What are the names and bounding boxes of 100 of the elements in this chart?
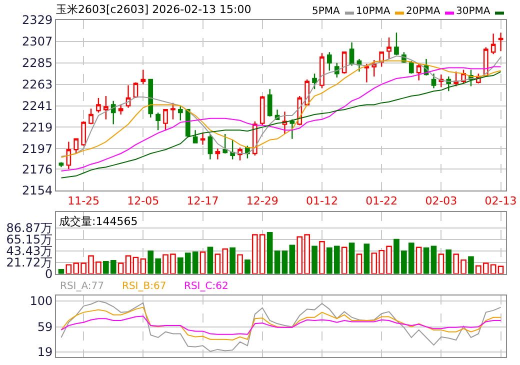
line-series [60, 300, 502, 352]
y-tick-label: 2307 [22, 34, 53, 49]
candlestick [431, 72, 436, 89]
candlestick [334, 62, 340, 78]
candlestick [320, 52, 324, 89]
candlestick [349, 42, 354, 66]
bar [341, 246, 348, 274]
bar [207, 246, 214, 274]
bar [274, 250, 280, 274]
bar [140, 258, 146, 274]
y-tick-label: 2176 [22, 162, 53, 176]
y-tick-label: 65.15万 [6, 232, 53, 247]
x-tick-label: 12-05 [127, 194, 160, 208]
candlestick [58, 162, 64, 168]
bar [200, 252, 206, 274]
y-tick-label: 43.43万 [6, 244, 53, 258]
candlestick [408, 60, 414, 74]
bar [230, 247, 236, 274]
x-tick-label: 12-17 [186, 194, 219, 208]
candlestick [230, 139, 235, 160]
candlestick [364, 63, 370, 83]
candlestick [156, 112, 160, 131]
y-tick-label: 19 [37, 345, 53, 360]
y-tick-label: 2329 [22, 13, 53, 28]
candlestick [126, 84, 131, 108]
bar [282, 250, 288, 274]
bar [319, 241, 325, 274]
bar [498, 266, 504, 274]
candlestick [282, 110, 288, 135]
y-tick-label: 2263 [22, 78, 53, 92]
y-tick-label: 86.87万 [6, 221, 53, 236]
bar [289, 244, 296, 274]
series-label: RSI_A:77 [60, 281, 104, 292]
candlestick [222, 133, 228, 154]
candlestick [267, 88, 272, 118]
candlestick [178, 105, 183, 121]
candlestick [260, 95, 265, 126]
legend-label: 20PMA [406, 6, 440, 17]
candlestick [163, 109, 168, 131]
candlestick [192, 130, 198, 144]
bar [430, 246, 437, 274]
candlestick [148, 78, 154, 118]
bar [312, 246, 318, 274]
bar [244, 259, 250, 274]
bar [348, 242, 355, 274]
candlestick [66, 141, 72, 170]
bar [446, 249, 452, 274]
candlestick [200, 132, 206, 146]
bar [364, 244, 370, 274]
x-tick-label: 01-12 [306, 194, 338, 208]
bar [125, 255, 132, 274]
candlestick [74, 138, 79, 154]
x-tick-label: 11-25 [68, 194, 100, 208]
candlestick [215, 148, 220, 160]
y-tick-label: 100 [30, 294, 53, 308]
candlestick [185, 109, 190, 138]
bar [438, 254, 444, 274]
candlestick [140, 69, 146, 85]
candlestick [386, 36, 392, 60]
candlestick [342, 52, 347, 74]
line-series [60, 316, 502, 335]
bar [423, 247, 430, 274]
line-series [60, 306, 502, 341]
chart-title: 成交量:144565 [59, 215, 138, 228]
candlestick [483, 46, 488, 76]
bar [237, 254, 243, 274]
x-tick-label: 12-29 [246, 194, 278, 208]
candlestick [110, 100, 116, 125]
bar [58, 268, 64, 274]
candlestick [290, 118, 295, 140]
chart-title: 玉米2603[c2603] 2026-02-13 15:00 [56, 3, 252, 16]
candlestick [103, 95, 108, 120]
candlestick [312, 72, 317, 90]
candlestick [88, 108, 94, 125]
bar [416, 246, 422, 274]
candlestick [498, 32, 504, 52]
bar [468, 256, 474, 274]
candlestick [96, 97, 101, 114]
bar [132, 256, 139, 274]
legend-label: 5PMA [312, 6, 340, 17]
candlestick [372, 59, 377, 78]
bar [356, 254, 362, 274]
y-tick-label: 2197 [22, 142, 53, 156]
y-tick-label: 2154 [22, 184, 53, 198]
legend-label: 30PMA [456, 6, 490, 17]
bar [266, 232, 273, 274]
y-tick-label: 2241 [22, 98, 53, 113]
candlestick [81, 120, 86, 146]
text: RSI_B:67 [122, 281, 166, 292]
candlestick [394, 32, 399, 56]
y-tick-label: 59 [37, 320, 53, 334]
x-tick-label: 02-03 [425, 194, 458, 208]
bar [118, 262, 124, 274]
candlestick [118, 104, 124, 116]
x-tick-label: 02-13 [484, 194, 517, 208]
candlestick [208, 133, 213, 160]
y-tick-label: 2285 [22, 56, 53, 70]
candlestick [327, 52, 332, 72]
candlestick [170, 102, 176, 120]
text: RSI_C:62 [184, 281, 228, 292]
